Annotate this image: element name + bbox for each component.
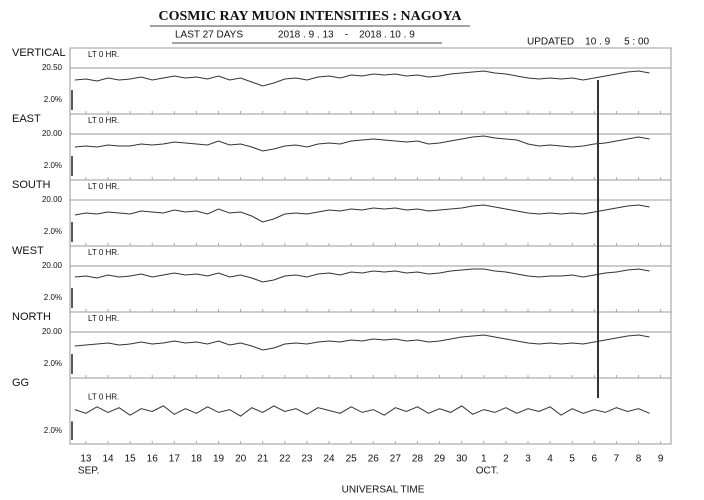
updated: UPDATED 10 . 9 5 : 00 <box>527 37 650 48</box>
annotation: LT 0 HR. <box>88 314 119 323</box>
x-tick-label: 3 <box>525 454 531 465</box>
x-tick-label: 22 <box>279 454 291 465</box>
panel-frame <box>69 113 672 181</box>
annotation: LT 0 HR. <box>88 182 119 191</box>
y-tick-label: 20.00 <box>42 327 63 336</box>
x-tick-label: 2 <box>503 454 509 465</box>
month-label: SEP. <box>78 466 100 477</box>
x-tick-label: 4 <box>547 454 553 465</box>
x-tick-label: 8 <box>636 454 642 465</box>
page-title: COSMIC RAY MUON INTENSITIES : NAGOYA <box>159 9 463 24</box>
x-tick-label: 5 <box>569 454 575 465</box>
x-tick-label: 18 <box>191 454 203 465</box>
annotation: LT 0 HR. <box>88 248 119 257</box>
x-tick-label: 26 <box>368 454 380 465</box>
x-tick-label: 19 <box>213 454 225 465</box>
series-line <box>74 70 650 87</box>
panel-name: VERTICAL <box>12 47 66 59</box>
panel-name: WEST <box>12 245 44 257</box>
x-tick-label: 20 <box>235 454 247 465</box>
x-tick-label: 6 <box>592 454 598 465</box>
x-tick-label: 27 <box>390 454 402 465</box>
scale-bar-label: 2.0% <box>44 293 62 302</box>
panel-frame <box>69 245 672 313</box>
x-tick-label: 25 <box>346 454 358 465</box>
x-tick-label: 9 <box>658 454 664 465</box>
y-tick-label: 20.50 <box>42 63 63 72</box>
annotation: LT 0 HR. <box>88 50 119 59</box>
x-tick-label: 28 <box>412 454 424 465</box>
x-tick-label: 23 <box>301 454 313 465</box>
y-tick-label: 20.00 <box>42 195 63 204</box>
x-tick-label: 15 <box>125 454 137 465</box>
panel-name: GG <box>12 377 29 389</box>
panel-name: NORTH <box>12 311 51 323</box>
annotation: LT 0 HR. <box>88 393 119 402</box>
x-tick-label: 13 <box>80 454 92 465</box>
panel-frame <box>69 377 672 445</box>
x-axis-label: UNIVERSAL TIME <box>342 485 425 496</box>
panel-frame <box>69 311 672 379</box>
y-tick-label: 20.00 <box>42 129 63 138</box>
series-line <box>74 204 650 223</box>
month-label: OCT. <box>476 466 499 477</box>
panel-frame <box>69 47 672 115</box>
x-tick-label: 14 <box>102 454 114 465</box>
scale-bar-label: 2.0% <box>44 95 62 104</box>
series-line <box>74 334 650 351</box>
scale-bar-label: 2.0% <box>44 359 62 368</box>
x-tick-label: 7 <box>614 454 620 465</box>
x-tick-label: 21 <box>257 454 269 465</box>
scale-bar-label: 2.0% <box>44 426 62 435</box>
x-tick-label: 24 <box>323 454 335 465</box>
x-tick-label: 17 <box>169 454 181 465</box>
scale-bar-label: 2.0% <box>44 161 62 170</box>
x-tick-label: 29 <box>434 454 446 465</box>
series-line <box>74 135 650 152</box>
series-line <box>74 268 650 283</box>
series-line <box>74 405 650 417</box>
y-tick-label: 20.00 <box>42 261 63 270</box>
panel-name: EAST <box>12 113 41 125</box>
annotation: LT 0 HR. <box>88 116 119 125</box>
period: 2018 . 9 . 13 - 2018 . 10 . 9 <box>278 30 415 41</box>
x-tick-label: 16 <box>147 454 159 465</box>
subtitle: LAST 27 DAYS <box>175 30 243 41</box>
x-tick-label: 1 <box>481 454 487 465</box>
scale-bar-label: 2.0% <box>44 227 62 236</box>
panel-name: SOUTH <box>12 179 51 191</box>
x-tick-label: 30 <box>456 454 468 465</box>
